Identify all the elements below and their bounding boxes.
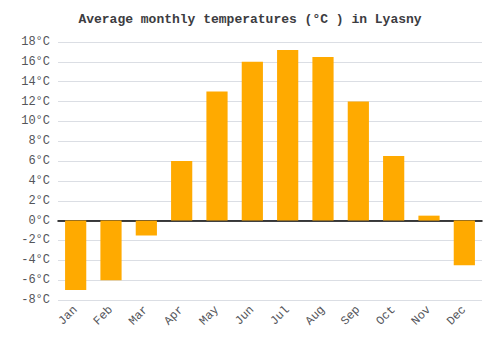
svg-text:Jan: Jan bbox=[55, 303, 80, 328]
svg-text:Mar: Mar bbox=[126, 303, 151, 328]
svg-text:Dec: Dec bbox=[444, 303, 469, 328]
svg-text:-8°C: -8°C bbox=[21, 293, 50, 307]
svg-text:8°C: 8°C bbox=[28, 134, 50, 148]
svg-text:2°C: 2°C bbox=[28, 194, 50, 208]
svg-text:0°C: 0°C bbox=[28, 214, 50, 228]
svg-text:12°C: 12°C bbox=[21, 95, 50, 109]
svg-text:Feb: Feb bbox=[91, 303, 116, 328]
svg-text:Sep: Sep bbox=[338, 303, 363, 328]
svg-text:Apr: Apr bbox=[161, 303, 186, 328]
svg-text:Jun: Jun bbox=[232, 303, 257, 328]
svg-text:18°C: 18°C bbox=[21, 35, 50, 49]
svg-text:Jul: Jul bbox=[267, 303, 292, 328]
svg-text:-4°C: -4°C bbox=[21, 253, 50, 267]
svg-text:4°C: 4°C bbox=[28, 174, 50, 188]
svg-text:Oct: Oct bbox=[373, 303, 398, 328]
svg-text:14°C: 14°C bbox=[21, 75, 50, 89]
svg-text:16°C: 16°C bbox=[21, 55, 50, 69]
svg-text:-6°C: -6°C bbox=[21, 273, 50, 287]
svg-text:-2°C: -2°C bbox=[21, 233, 50, 247]
svg-text:May: May bbox=[197, 303, 222, 328]
svg-text:Nov: Nov bbox=[409, 303, 434, 328]
svg-text:Aug: Aug bbox=[303, 303, 328, 328]
svg-text:Average monthly temperatures (: Average monthly temperatures (°C ) in Ly… bbox=[78, 12, 421, 27]
svg-text:10°C: 10°C bbox=[21, 114, 50, 128]
svg-text:6°C: 6°C bbox=[28, 154, 50, 168]
